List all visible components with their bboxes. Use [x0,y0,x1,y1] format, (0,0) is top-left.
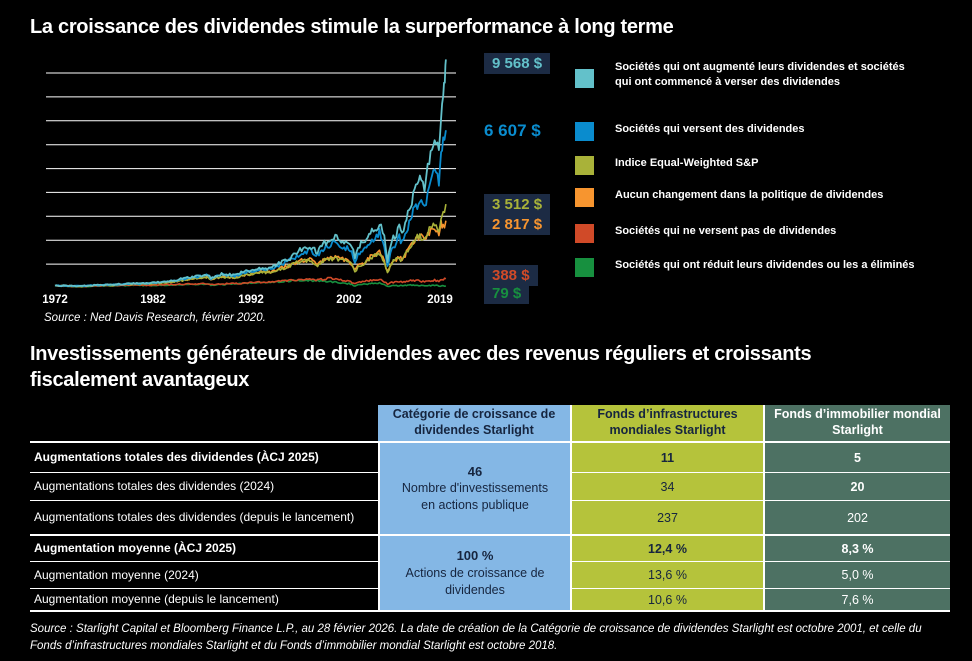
page-title: La croissance des dividendes stimule la … [30,16,674,38]
legend-item: Sociétés qui ont réduit leurs dividendes… [575,258,915,277]
x-axis-tick-label: 1982 [140,294,166,306]
table-source-footnote: Source : Starlight Capital et Bloomberg … [30,623,922,653]
table-column-header: Catégorie de croissance de dividendes St… [378,405,570,443]
legend-label: Aucun changement dans la politique de di… [615,189,884,201]
end-value-label: 388 $ [484,264,538,286]
table-column-header: Fonds d’immobilier mondial Starlight [763,405,950,443]
end-value-label: 79 $ [484,283,530,305]
x-axis-tick-label: 2019 [427,294,453,306]
legend-label: Sociétés qui ne versent pas de dividende… [615,225,837,237]
table-cell-immo: 202 [763,501,950,536]
table-row-label: Augmentation moyenne (2024) [30,562,378,589]
table-row-label: Augmentations totales des dividendes (20… [30,473,378,501]
table-header-spacer [30,405,378,443]
legend-item: Indice Equal-Weighted S&P [575,156,915,175]
table-row-label: Augmentation moyenne (depuis le lancemen… [30,589,378,612]
table-cell-immo: 8,3 % [763,536,950,562]
legend-swatch-icon [575,258,594,277]
legend-swatch-icon [575,69,594,88]
section-title: Investissements générateurs de dividende… [30,343,812,391]
legend-item: Aucun changement dans la politique de di… [575,188,915,207]
table-merged-cell: 100 % Actions de croissance de dividendes [378,536,570,612]
legend-label: Sociétés qui versent des dividendes [615,123,805,135]
legend-label: Sociétés qui ont augmenté leurs dividend… [615,61,905,88]
legend-swatch-icon [575,188,594,207]
table-cell-immo: 7,6 % [763,589,950,612]
end-value-label: 3 512 $ [484,194,551,216]
table-merged-cell: 46 Nombre d'investissements en actions pu… [378,443,570,536]
table-row-label: Augmentations totales des dividendes (de… [30,501,378,536]
x-axis-tick-label: 2002 [336,294,362,306]
legend-label: Sociétés qui ont réduit leurs dividendes… [615,259,915,271]
merged-cell-value: 46 [467,463,483,479]
legend-label: Indice Equal-Weighted S&P [615,157,759,169]
table-cell-infra: 12,4 % [570,536,763,562]
end-value-label: 6 607 $ [484,121,541,141]
end-value-label: 9 568 $ [484,53,551,75]
legend-item: Sociétés qui versent des dividendes [575,122,915,141]
series-line [54,130,447,288]
merged-cell-value: 100 % [456,548,494,564]
line-chart-canvas: 1972 1982 1992 2002 2019 [42,59,456,306]
legend-item: Sociétés qui ont augmenté leurs dividend… [575,60,915,90]
table-cell-immo: 5,0 % [763,562,950,589]
x-axis-tick-label: 1992 [238,294,264,306]
table-cell-infra: 10,6 % [570,589,763,612]
table-cell-immo: 5 [763,443,950,473]
table-column-header: Fonds d’infrastructures mondiales Starli… [570,405,763,443]
series-line [54,59,447,288]
legend-item: Sociétés qui ne versent pas de dividende… [575,224,915,243]
table-cell-infra: 237 [570,501,763,536]
table-row-label: Augmentation moyenne (ÀCJ 2025) [30,536,378,562]
chart-source-note: Source : Ned Davis Research, février 202… [44,312,266,324]
table-cell-immo: 20 [763,473,950,501]
table-cell-infra: 13,6 % [570,562,763,589]
dividend-table: Catégorie de croissance de dividendes St… [30,405,950,612]
legend-swatch-icon [575,122,594,141]
x-axis-tick-label: 1972 [42,294,68,306]
table-cell-infra: 11 [570,443,763,473]
legend-swatch-icon [575,156,594,175]
table-cell-infra: 34 [570,473,763,501]
end-value-label: 2 817 $ [484,213,551,235]
table-row-label: Augmentations totales des dividendes (ÀC… [30,443,378,473]
merged-cell-caption: Nombre d'investissements en actions publ… [401,481,549,513]
merged-cell-caption: Actions de croissance de dividendes [405,565,545,597]
line-chart: 1972 1982 1992 2002 2019 [28,50,480,310]
legend-swatch-icon [575,224,594,243]
